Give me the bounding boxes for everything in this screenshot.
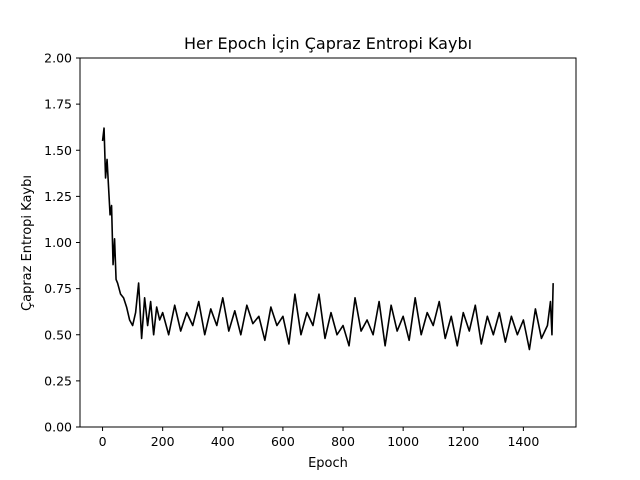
- y-tick-label: 1.50: [44, 143, 72, 158]
- y-axis-title: Çapraz Entropi Kaybı: [20, 175, 35, 311]
- y-tick-label: 1.75: [44, 97, 72, 112]
- y-tick-label: 2.00: [44, 51, 72, 66]
- y-tick-label: 0.75: [44, 281, 72, 296]
- series-line-0: [101, 127, 554, 351]
- y-tick-label: 0.25: [44, 373, 72, 388]
- x-tick-label: 600: [271, 434, 295, 449]
- y-tick-label: 1.25: [44, 189, 72, 204]
- x-tick-label: 200: [151, 434, 175, 449]
- x-tick-label: 400: [211, 434, 235, 449]
- x-axis-title: Epoch: [308, 456, 348, 471]
- y-tick-label: 1.00: [44, 235, 72, 250]
- chart-title: Her Epoch İçin Çapraz Entropi Kaybı: [184, 34, 472, 53]
- plot-area: [101, 127, 554, 351]
- y-tick-label: 0.50: [44, 327, 72, 342]
- x-tick-label: 800: [331, 434, 355, 449]
- x-tick-label: 1400: [507, 434, 539, 449]
- x-tick-label: 0: [99, 434, 107, 449]
- y-axis: 0.00 0.25 0.50 0.75 1.00 1.25 1.50 1.75 2.00: [44, 51, 80, 435]
- x-tick-label: 1200: [447, 434, 479, 449]
- x-tick-label: 1000: [387, 434, 419, 449]
- x-axis: 0 200 400 600 800 1000 1200 1400: [99, 427, 539, 449]
- y-tick-label: 0.00: [44, 420, 72, 435]
